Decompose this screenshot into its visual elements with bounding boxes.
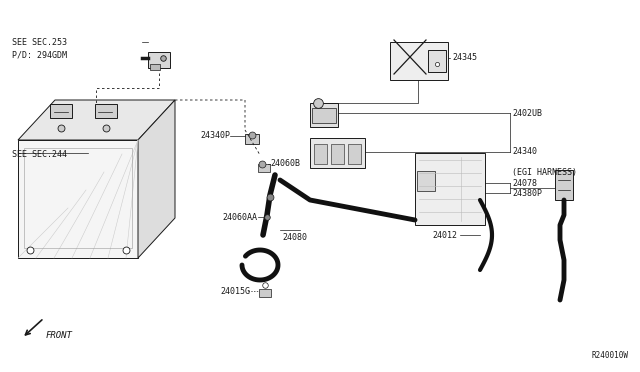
Bar	[258, 164, 270, 172]
Text: 24078: 24078	[512, 179, 537, 187]
Text: 24340P: 24340P	[200, 131, 230, 141]
Text: 24060B: 24060B	[270, 160, 300, 169]
Bar	[348, 144, 361, 164]
Bar	[24, 148, 132, 248]
Bar	[417, 171, 435, 191]
Text: R240010W: R240010W	[591, 351, 628, 360]
Bar	[390, 42, 448, 80]
Text: FRONT: FRONT	[46, 330, 73, 340]
Bar	[245, 134, 259, 144]
Text: (EGI HARNESS): (EGI HARNESS)	[512, 169, 577, 177]
Bar	[555, 170, 573, 200]
Bar	[95, 104, 117, 118]
Text: 24345: 24345	[452, 54, 477, 62]
Text: SEE SEC.244: SEE SEC.244	[12, 150, 67, 159]
Text: SEE SEC.253: SEE SEC.253	[12, 38, 67, 47]
Bar	[331, 144, 344, 164]
Text: 24012: 24012	[432, 231, 457, 240]
Text: 2402UB: 2402UB	[512, 109, 542, 118]
Text: 24380P: 24380P	[512, 189, 542, 198]
Text: 24080: 24080	[282, 232, 307, 241]
Text: 24015G: 24015G	[220, 286, 250, 295]
Bar	[312, 108, 336, 123]
Bar	[428, 50, 446, 72]
Text: 24340: 24340	[512, 148, 537, 157]
Text: 24060AA: 24060AA	[222, 212, 257, 221]
Bar	[314, 144, 327, 164]
Bar	[150, 64, 160, 70]
Bar	[415, 153, 485, 225]
Polygon shape	[18, 100, 175, 140]
Bar	[259, 289, 271, 297]
Bar	[50, 104, 72, 118]
Polygon shape	[18, 140, 138, 258]
Text: P/D: 294GDM: P/D: 294GDM	[12, 50, 67, 59]
Bar	[310, 103, 338, 127]
Bar	[310, 138, 365, 168]
Polygon shape	[138, 100, 175, 258]
Bar	[148, 52, 170, 68]
